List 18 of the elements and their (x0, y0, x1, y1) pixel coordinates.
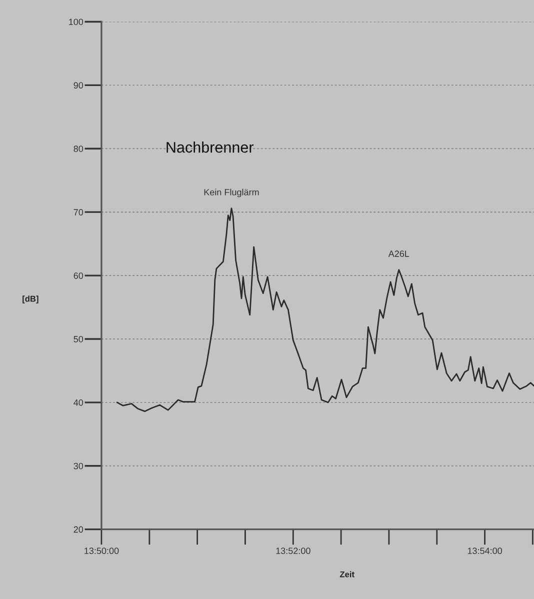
y-tick-label: 30 (74, 462, 84, 470)
line-series (116, 208, 534, 412)
y-tick-label: 20 (74, 526, 84, 533)
x-tick-label: 13:52:00 (276, 548, 310, 554)
y-tick-label: 40 (74, 399, 84, 406)
y-axis-title: [dB] (22, 296, 38, 304)
y-tick-label: 100 (69, 18, 84, 26)
x-tick-label: 13:54:00 (468, 548, 502, 554)
annotation: Nachbrenner (166, 142, 254, 153)
y-tick-label: 80 (74, 146, 84, 152)
x-axis-title: Zeit (340, 571, 354, 578)
y-tick-label: 90 (74, 82, 84, 89)
x-tick-label: 13:50:00 (84, 548, 119, 554)
y-tick-label: 60 (74, 272, 84, 279)
annotation: Kein Fluglärm (204, 188, 259, 198)
annotation: A26L (388, 250, 410, 257)
y-tick-label: 50 (74, 336, 84, 342)
y-tick-label: 70 (74, 209, 84, 216)
